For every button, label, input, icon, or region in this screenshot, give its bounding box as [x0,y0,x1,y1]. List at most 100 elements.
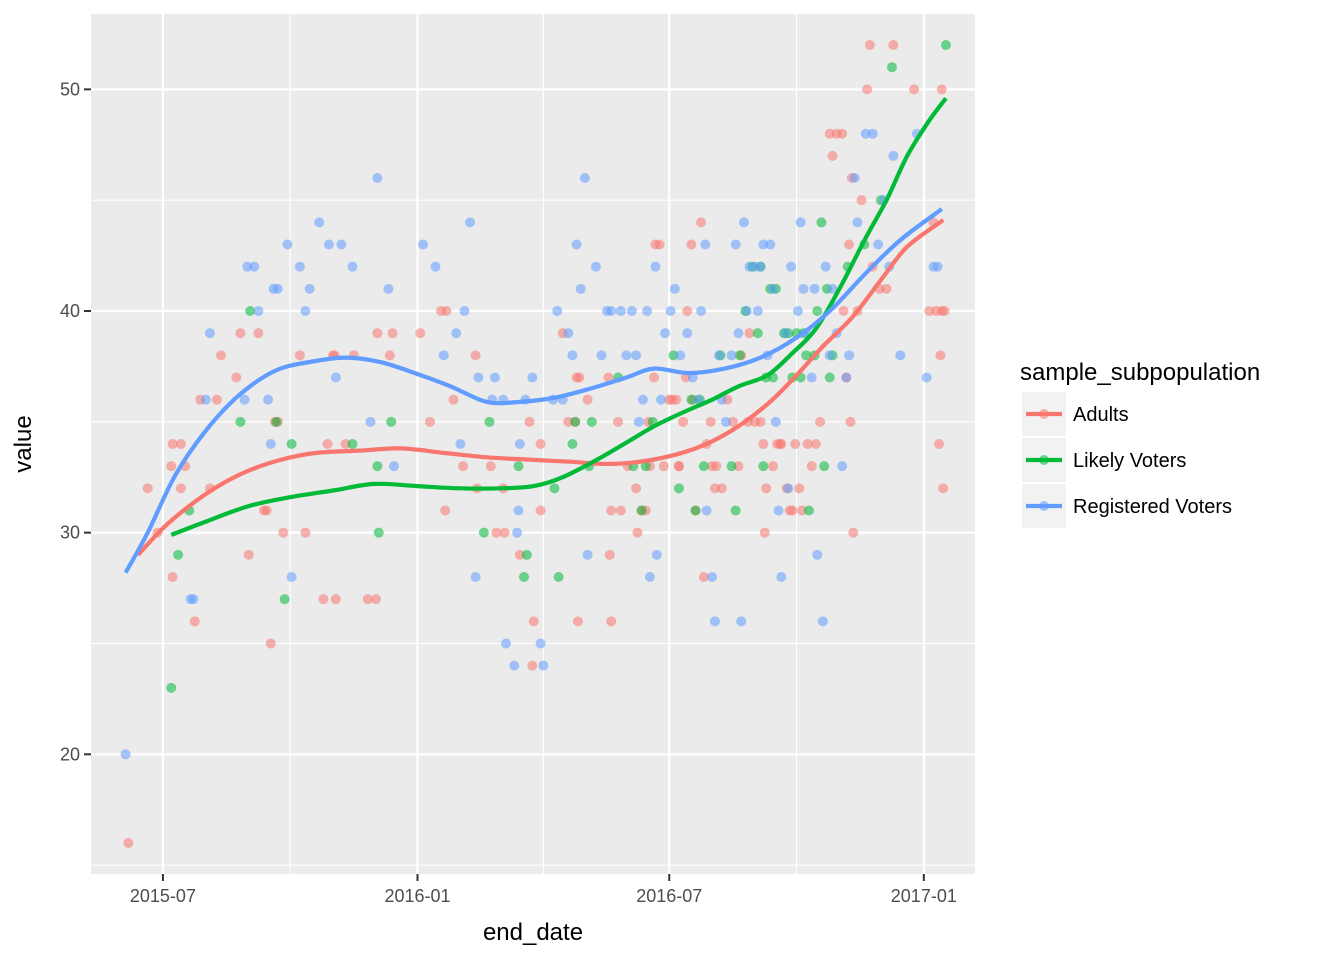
legend-label: Likely Voters [1073,450,1186,472]
data-point [849,173,860,184]
data-point [655,394,666,405]
y-axis: 20 30 40 50 [60,79,91,764]
data-point [744,328,755,339]
data-point [820,261,831,272]
x-axis: 2015-07 2016-01 2016-07 2017-01 [130,874,957,906]
data-point [330,372,341,383]
data-point [590,261,601,272]
data-point [200,394,211,405]
data-point [852,217,863,228]
data-point [278,527,289,538]
data-point [837,461,848,472]
data-point [812,549,823,560]
data-point [909,84,920,95]
data-point [678,416,689,427]
data-point [636,505,647,516]
legend-label: Registered Voters [1073,496,1232,518]
data-point [673,483,684,494]
data-point [300,306,311,317]
data-point [716,483,727,494]
legend-item: Registered Voters [1022,484,1232,528]
data-point [279,594,290,605]
data-point [372,328,383,339]
data-point [720,416,731,427]
data-point [524,416,535,427]
data-point [649,372,660,383]
data-point [845,416,856,427]
data-point [824,372,835,383]
data-point [802,439,813,449]
data-point [615,306,626,317]
data-point [527,372,538,383]
data-point [726,350,737,361]
data-point [567,439,578,449]
data-point [253,306,264,317]
data-point [806,372,817,383]
x-axis-title: end_date [483,919,583,946]
data-point [606,505,617,516]
data-point [867,128,878,139]
data-point [535,505,546,516]
data-point [626,306,637,317]
data-point [812,306,823,317]
legend-item: Likely Voters [1022,438,1186,482]
data-points [120,40,951,848]
data-point [792,306,803,317]
data-point [755,261,766,272]
data-point [660,328,671,339]
data-point [658,461,669,472]
data-point [243,549,254,560]
data-point [336,239,347,250]
data-point [758,439,769,449]
data-point [734,350,745,361]
data-point [604,549,615,560]
data-point [519,571,530,582]
data-point [698,571,709,582]
data-point [384,350,395,361]
data-point [938,483,949,494]
data-point [794,483,805,494]
data-point [362,594,373,605]
data-point [776,571,787,582]
data-point [705,416,716,427]
smooth-lines [123,96,948,574]
data-point [235,328,246,339]
data-point [173,549,184,560]
legend-entries: Adults Likely Voters Registered Voters [1022,392,1232,528]
data-point [783,483,794,494]
data-point [940,40,951,51]
data-point [682,328,693,339]
data-point [795,217,806,228]
data-point [673,461,684,472]
data-point [819,461,830,472]
data-point [798,283,809,294]
data-point [698,461,709,472]
data-point [844,350,855,361]
data-point [730,239,741,250]
data-point [650,261,661,272]
data-point [790,439,801,449]
data-point [837,128,848,139]
data-point [727,416,738,427]
data-point [418,239,429,250]
data-point [323,239,334,250]
data-point [455,439,466,449]
data-point [803,505,814,516]
data-point [553,571,564,582]
data-point [810,439,821,449]
data-point [848,527,859,538]
data-point [318,594,329,605]
data-point [632,527,643,538]
data-point [175,483,186,494]
data-point [873,239,884,250]
data-point [167,439,178,449]
data-point [282,239,293,250]
smooth-line [136,218,945,557]
data-point [644,571,655,582]
y-tick-label: 20 [60,744,80,764]
data-point [470,350,481,361]
data-point [682,306,693,317]
data-point [758,461,769,472]
data-point [693,394,704,405]
x-tick-label: 2015-07 [130,886,196,906]
